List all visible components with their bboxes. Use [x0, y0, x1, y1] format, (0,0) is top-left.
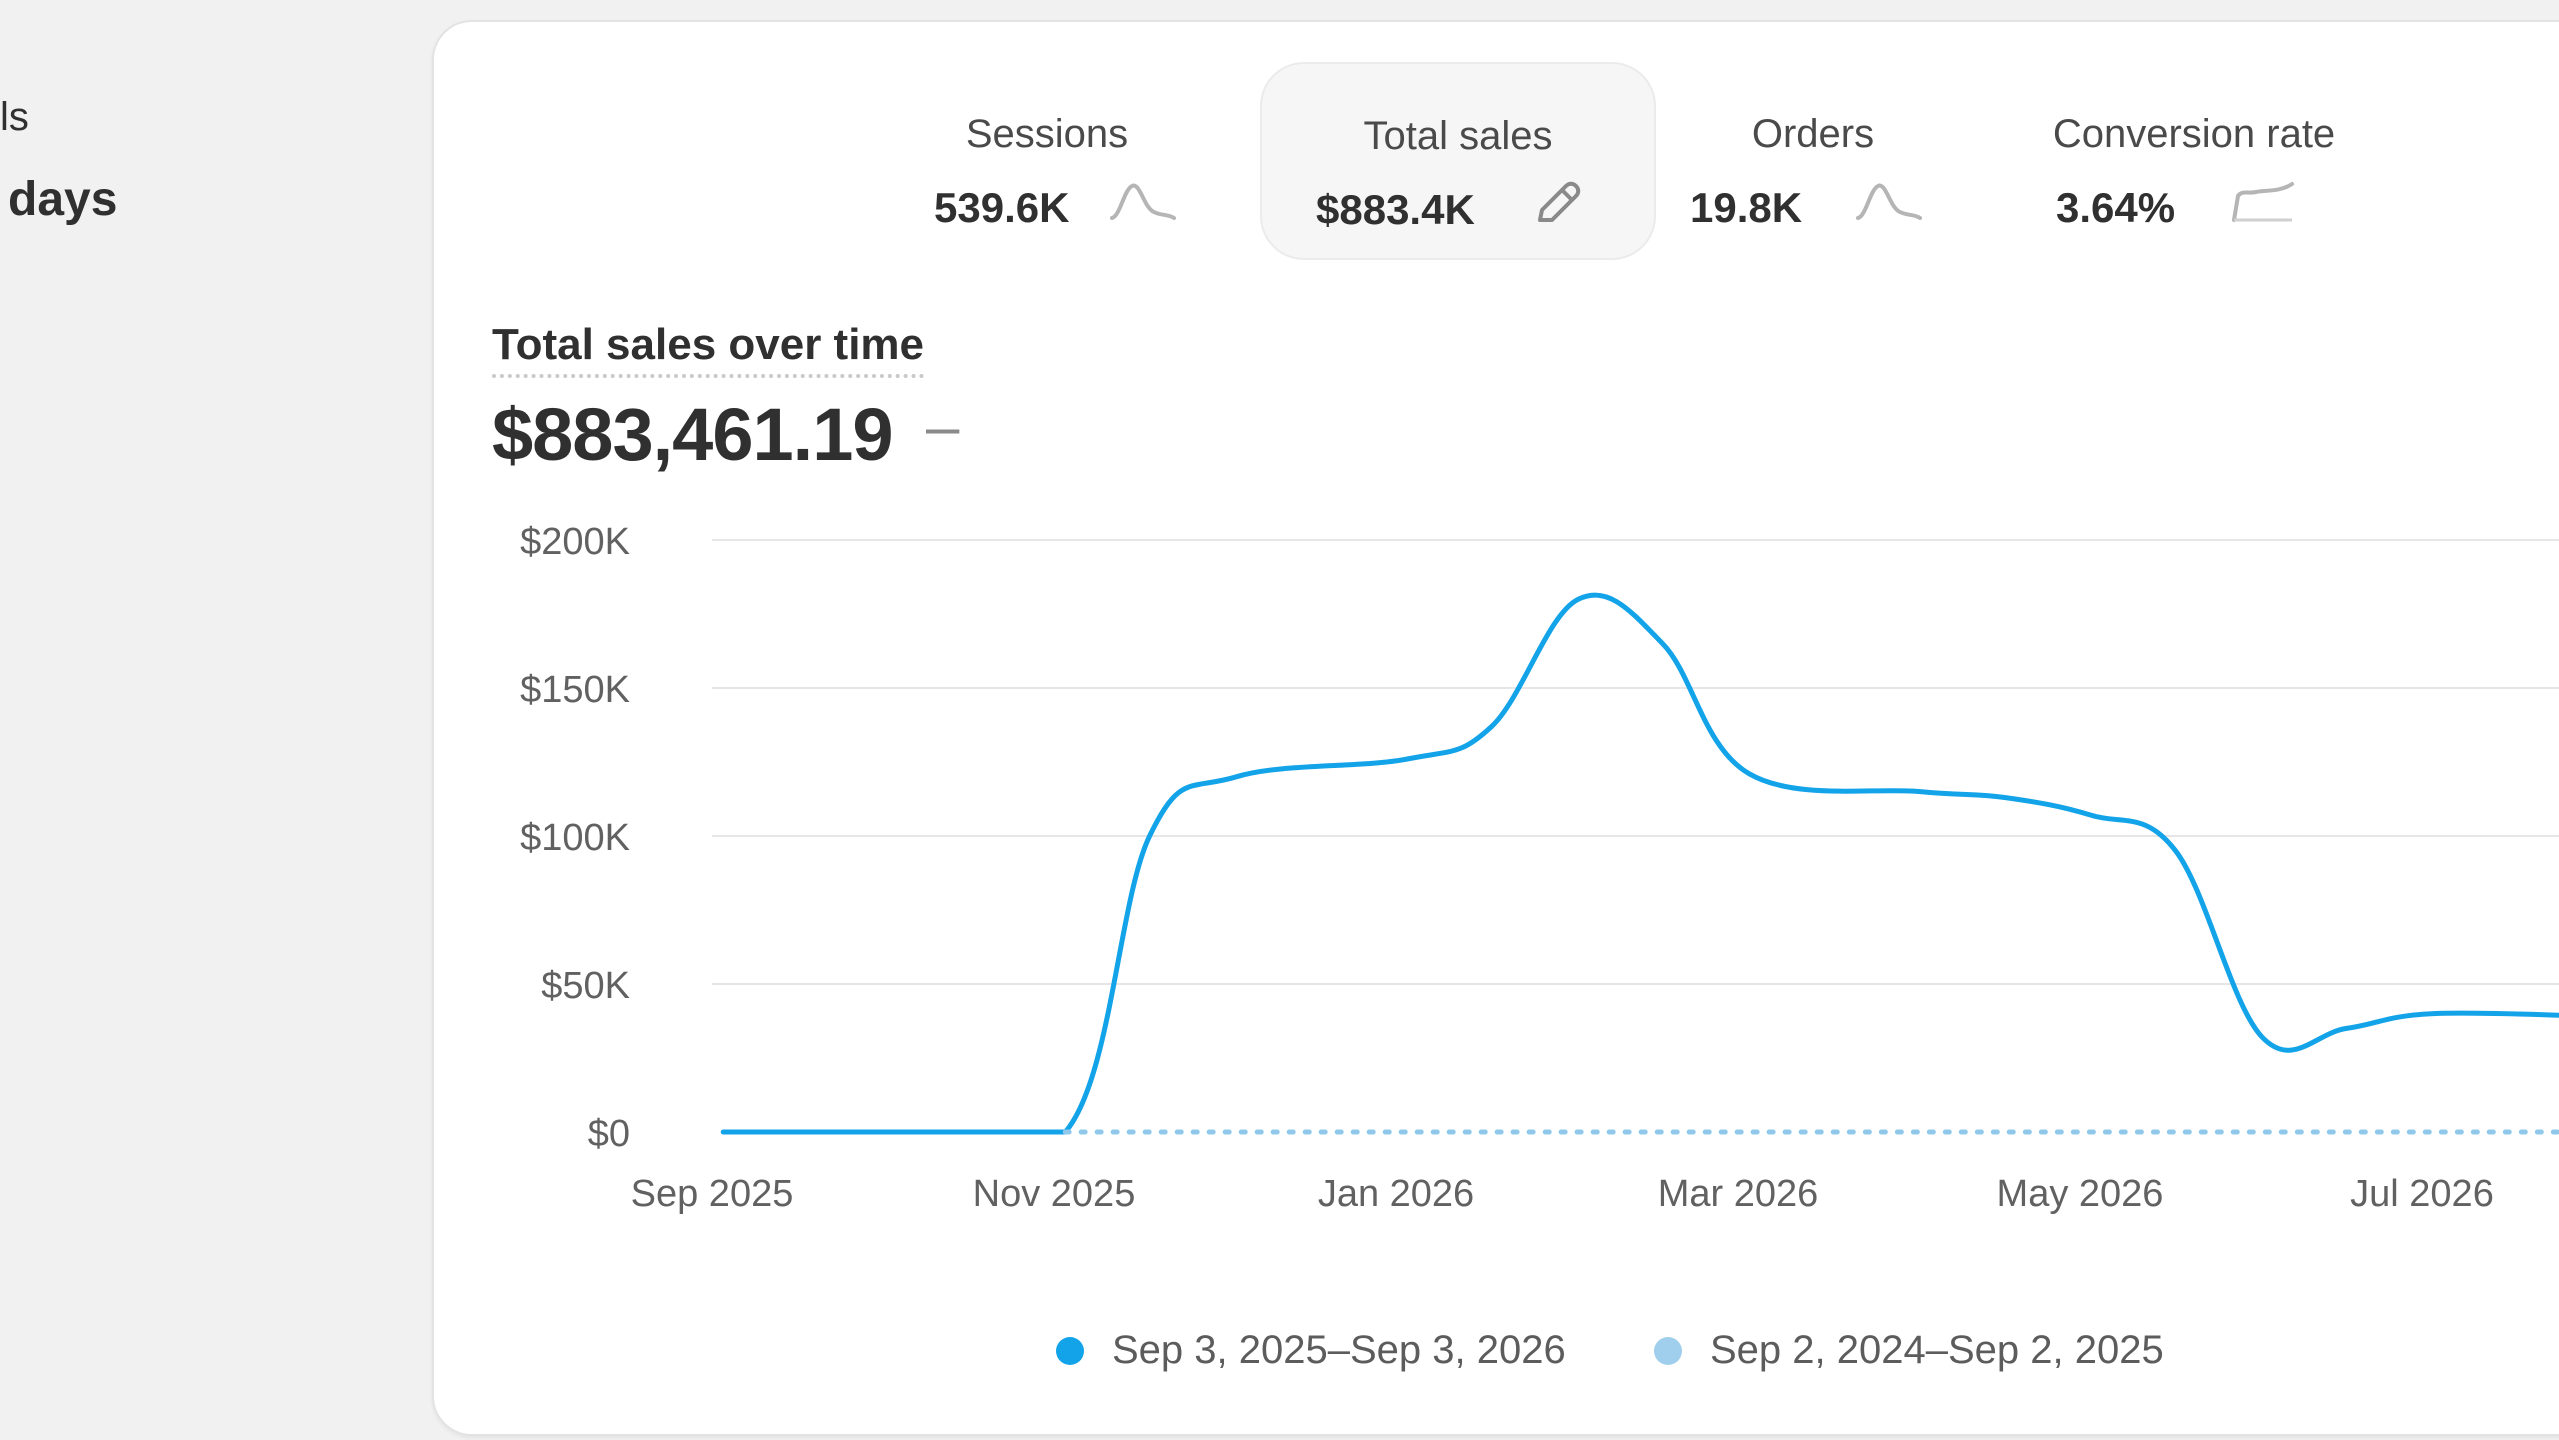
left-panel: ls days — [0, 0, 420, 1440]
metric-tab-conversion-rate[interactable]: Conversion rate 3.64% — [2014, 62, 2374, 256]
y-tick-label: $100K — [520, 817, 630, 859]
pencil-icon[interactable] — [1532, 176, 1584, 228]
x-tick-label: Jul 2026 — [2350, 1173, 2494, 1215]
chart-total-value: $883,461.19 — [492, 393, 894, 476]
metric-value: 19.8K — [1690, 184, 1803, 231]
metric-tab-orders[interactable]: Orders 19.8K — [1688, 62, 1938, 256]
x-tick-label: Jan 2026 — [1318, 1173, 1474, 1215]
sparkline-icon — [1856, 183, 1922, 220]
metric-value: $883.4K — [1316, 186, 1475, 233]
x-tick-label: Nov 2025 — [973, 1173, 1136, 1215]
chart-total-delta: – — [926, 393, 960, 460]
metric-value: 539.6K — [934, 184, 1070, 231]
x-tick-label: May 2026 — [1997, 1173, 2164, 1215]
y-tick-label: $150K — [520, 669, 630, 711]
y-tick-label: $50K — [541, 965, 630, 1007]
series-line-current[interactable] — [720, 592, 2559, 1135]
y-tick-label: $0 — [588, 1113, 630, 1155]
metric-tab-total-sales[interactable]: Total sales $883.4K — [1260, 62, 1656, 260]
x-tick-label: Mar 2026 — [1658, 1173, 1819, 1215]
chart-title[interactable]: Total sales over time — [492, 320, 925, 378]
chart-legend: Sep 3, 2025–Sep 3, 2026 Sep 2, 2024–Sep … — [434, 1328, 2559, 1388]
legend-item-current[interactable]: Sep 3, 2025–Sep 3, 2026 — [1056, 1328, 1566, 1373]
x-tick-label: Sep 2025 — [631, 1173, 794, 1215]
metric-label: Orders — [1751, 112, 1875, 156]
left-panel-value: days — [8, 173, 118, 226]
metric-label: Conversion rate — [2052, 112, 2336, 156]
legend-label-previous: Sep 2, 2024–Sep 2, 2025 — [1710, 1328, 2164, 1372]
metric-value: 3.64% — [2056, 184, 2176, 231]
metric-label: Total sales — [1363, 114, 1553, 158]
analytics-card: Sessions 539.6K Total sales $883.4K Orde… — [432, 20, 2559, 1436]
y-tick-label: $200K — [520, 521, 630, 563]
metric-label: Sessions — [965, 112, 1129, 156]
legend-dot-previous — [1654, 1336, 1682, 1365]
sparkline-icon — [1110, 183, 1176, 220]
legend-label-current: Sep 3, 2025–Sep 3, 2026 — [1112, 1328, 1566, 1372]
left-panel-label: ls — [0, 95, 29, 139]
metric-tab-sessions[interactable]: Sessions 539.6K — [922, 62, 1176, 256]
legend-item-previous[interactable]: Sep 2, 2024–Sep 2, 2025 — [1654, 1328, 2164, 1373]
legend-dot-current — [1056, 1336, 1084, 1365]
sparkline-icon — [2232, 182, 2294, 222]
